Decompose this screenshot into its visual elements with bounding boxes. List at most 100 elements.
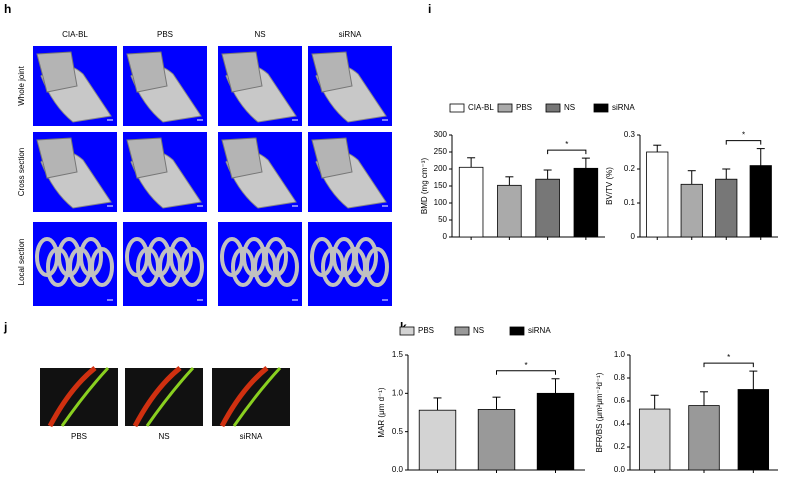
y-tick-label: 0.2 [624, 164, 636, 173]
y-tick-label: 0.4 [614, 419, 626, 428]
y-tick-label: 100 [434, 198, 448, 207]
y-tick-label: 200 [434, 164, 448, 173]
image-label: siRNA [240, 432, 263, 441]
label-green [232, 366, 282, 427]
bar [737, 389, 770, 471]
bar [573, 167, 599, 238]
bone [221, 137, 263, 179]
y-tick-label: 300 [434, 130, 448, 139]
legend-label: PBS [516, 103, 532, 112]
bar [749, 165, 772, 238]
y-tick-label: 0.0 [392, 465, 404, 474]
legend-label: NS [473, 326, 484, 335]
significance-label: * [727, 353, 730, 362]
y-tick-label: 1.5 [392, 350, 404, 359]
label-red [132, 366, 182, 428]
bone [311, 137, 353, 179]
y-axis-label: BMD (mg cm⁻³) [420, 158, 429, 215]
y-axis-label: MAR (μm d⁻¹) [377, 387, 386, 437]
panel-letter: j [3, 320, 7, 334]
trabecula [365, 247, 389, 287]
row-label: Local section [17, 239, 26, 286]
bone [126, 137, 168, 179]
y-tick-label: 0.3 [624, 130, 636, 139]
bar [680, 183, 703, 238]
legend-label: siRNA [612, 103, 635, 112]
fluorescence-image [125, 368, 203, 426]
bone [36, 137, 78, 179]
bone [36, 51, 78, 93]
row-label: Whole joint [17, 65, 26, 105]
micro-ct-image [308, 222, 392, 306]
significance-bracket [703, 362, 754, 368]
bar [638, 408, 671, 471]
y-tick-label: 1.0 [614, 350, 626, 359]
fluorescence-image [212, 368, 290, 426]
legend-label: PBS [418, 326, 434, 335]
fluorescence-image [40, 368, 118, 426]
label-green [145, 366, 195, 427]
y-tick-label: 0.8 [614, 373, 626, 382]
column-label: siRNA [339, 30, 362, 39]
legend-swatch [449, 103, 465, 113]
y-tick-label: 0 [443, 232, 448, 241]
row-label: Cross section [17, 148, 26, 196]
bone [126, 51, 168, 93]
significance-label: * [565, 140, 568, 149]
panel-letter: h [4, 2, 11, 16]
bar [715, 178, 738, 238]
legend-label: CIA-BL [468, 103, 494, 112]
bone [311, 51, 353, 93]
micro-ct-image [123, 222, 207, 306]
label-red [219, 366, 269, 428]
column-label: CIA-BL [62, 30, 88, 39]
label-green [60, 366, 110, 427]
micro-ct-image [218, 222, 302, 306]
bar [477, 409, 516, 471]
y-tick-label: 0.1 [624, 198, 636, 207]
column-label: PBS [157, 30, 173, 39]
y-tick-label: 0.0 [614, 465, 626, 474]
significance-label: * [742, 131, 745, 140]
y-tick-label: 0.5 [392, 427, 404, 436]
bar [646, 151, 669, 238]
bar [458, 166, 484, 238]
legend-swatch [454, 326, 470, 336]
panel-letter: i [428, 2, 431, 16]
significance-bracket [725, 140, 762, 145]
image-label: PBS [71, 432, 87, 441]
y-tick-label: 50 [438, 215, 447, 224]
bone [221, 51, 263, 93]
y-tick-label: 0 [631, 232, 636, 241]
bar [688, 405, 720, 471]
micro-ct-image [33, 222, 117, 306]
legend-label: NS [564, 103, 575, 112]
legend-swatch [509, 326, 525, 336]
significance-label: * [524, 361, 527, 370]
trabecula [180, 247, 204, 287]
label-red [47, 366, 97, 428]
column-label: NS [254, 30, 265, 39]
y-tick-label: 1.0 [392, 388, 404, 397]
legend-swatch [497, 103, 513, 113]
y-tick-label: 0.2 [614, 442, 626, 451]
y-axis-label: BFR/BS (μm²μm⁻²d⁻¹) [595, 372, 604, 452]
bar [418, 409, 457, 471]
legend-swatch [545, 103, 561, 113]
bar [536, 392, 575, 471]
bar [497, 184, 522, 238]
y-axis-label: BV/TV (%) [605, 167, 614, 205]
legend-swatch [593, 103, 609, 113]
significance-bracket [496, 370, 556, 375]
trabecula [275, 247, 299, 287]
significance-bracket [547, 149, 587, 155]
bar [535, 178, 560, 238]
trabecula [90, 247, 114, 287]
image-label: NS [158, 432, 169, 441]
legend-label: siRNA [528, 326, 551, 335]
y-tick-label: 0.6 [614, 396, 626, 405]
y-tick-label: 150 [434, 181, 448, 190]
y-tick-label: 250 [434, 147, 448, 156]
legend-swatch [399, 326, 415, 336]
